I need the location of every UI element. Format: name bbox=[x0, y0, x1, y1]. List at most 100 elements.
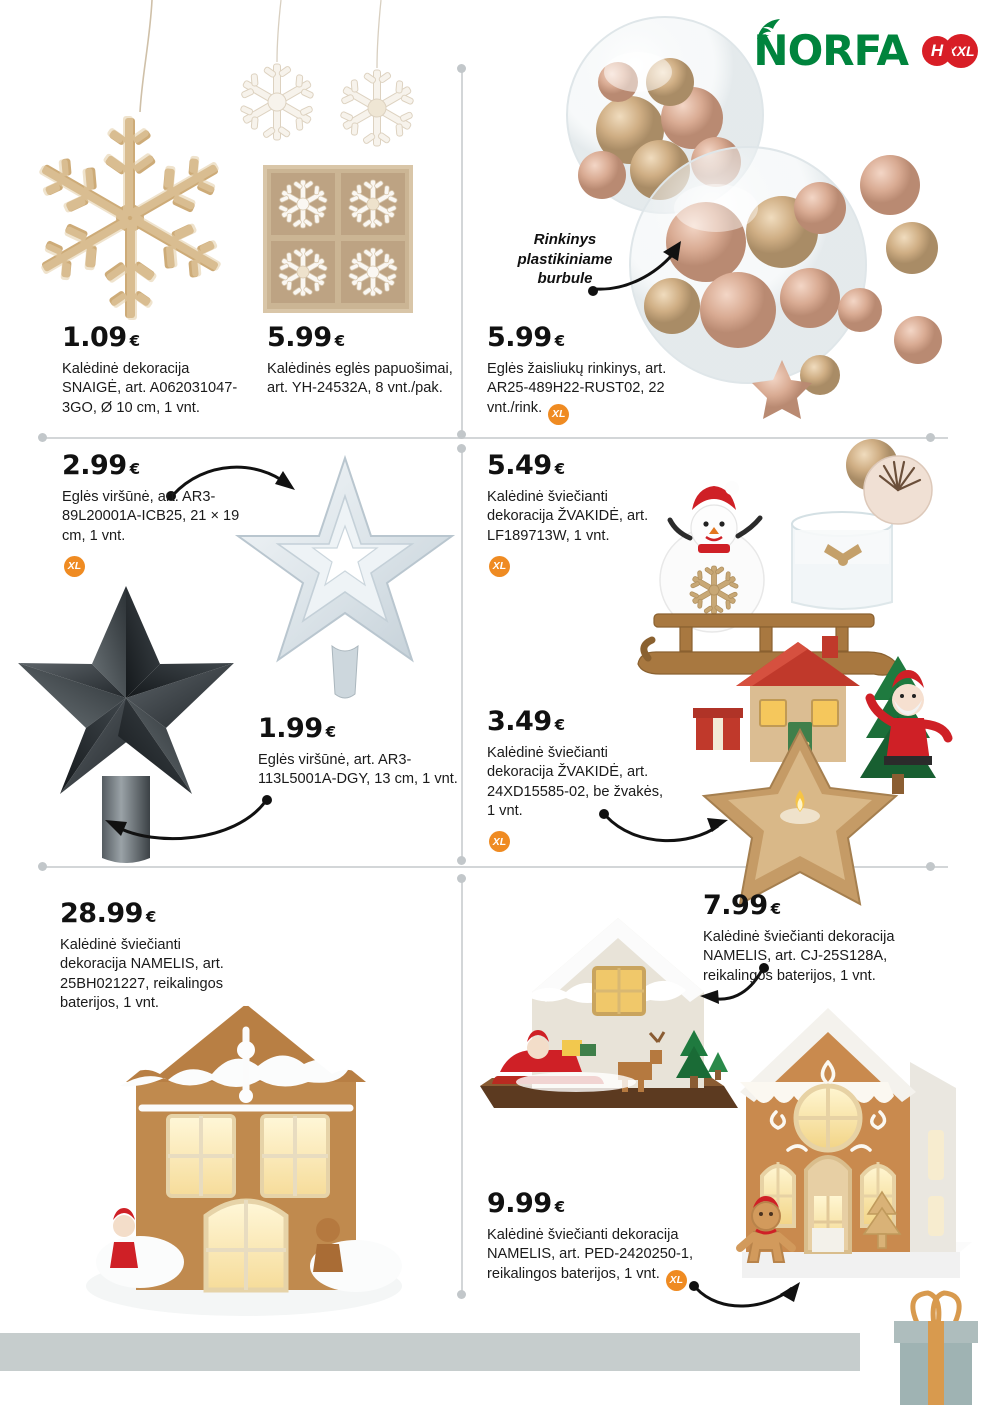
divider-row2 bbox=[42, 866, 948, 868]
product-description: Eglės viršūnė, art. AR3-89L20001A-ICB25,… bbox=[62, 489, 240, 544]
product-description: Kalėdinė šviečianti dekoracija NAMELIS, … bbox=[60, 937, 224, 1012]
product-image-snowflake bbox=[27, 0, 233, 320]
product-image-house-big bbox=[86, 966, 402, 1316]
leaf-icon bbox=[757, 19, 781, 39]
arrow-star-candleholder bbox=[599, 809, 728, 842]
callout-bubble-text: Rinkinys plastikiniame burbule bbox=[517, 231, 613, 287]
product-description: Kalėdinė šviečianti dekoracija NAMELIS, … bbox=[487, 1226, 712, 1292]
price-value: 9.99 bbox=[487, 1188, 552, 1219]
price: 5.49 € bbox=[487, 452, 672, 479]
product-description: Kalėdinės eglės papuošimai, art. YH-2453… bbox=[267, 361, 453, 397]
xl-badge-wrap: XL bbox=[62, 551, 262, 577]
product-image-sled-candleholder bbox=[637, 481, 901, 676]
divider-dot bbox=[457, 874, 466, 883]
xl-badge: XL bbox=[64, 555, 85, 577]
divider-col-row1 bbox=[461, 68, 463, 436]
brand-name: NORFA bbox=[753, 19, 909, 75]
arrow-house-gingerbread bbox=[689, 1281, 800, 1308]
product-description-text: Kalėdinė šviečianti dekoracija NAMELIS, … bbox=[487, 1227, 694, 1282]
callout-arrow-bubble bbox=[588, 241, 681, 296]
product-description-text: Eglės žaisliukų rinkinys, art. AR25-489H… bbox=[487, 361, 667, 416]
currency: € bbox=[554, 460, 565, 478]
arrow-topper-dark bbox=[105, 795, 272, 841]
price: 7.99 € bbox=[703, 892, 953, 919]
divider-row1 bbox=[42, 437, 948, 439]
xl-badge: XL bbox=[489, 555, 510, 577]
divider-dot bbox=[457, 444, 466, 453]
brand-badges: H XXL bbox=[922, 33, 978, 68]
currency: € bbox=[325, 723, 336, 741]
currency: € bbox=[129, 332, 140, 350]
brand-logo: NORFA H XXL bbox=[753, 19, 978, 75]
currency: € bbox=[554, 1198, 565, 1216]
price-value: 1.09 bbox=[62, 322, 127, 353]
price-value: 5.49 bbox=[487, 450, 552, 481]
badge-h: H bbox=[922, 35, 952, 66]
product-info-topper-dark: 1.99 € Eglės viršūnė, art. AR3-113L5001A-… bbox=[258, 715, 468, 790]
price: 2.99 € bbox=[62, 452, 262, 479]
divider-col-row2 bbox=[461, 448, 463, 862]
xl-badge-wrap: XL bbox=[487, 827, 667, 853]
xl-badge-wrap: XL bbox=[487, 551, 672, 577]
xl-badge: XL bbox=[489, 831, 510, 853]
product-info-house-gingerbread: 9.99 € Kalėdinė šviečianti dekoracija NAM… bbox=[487, 1190, 712, 1292]
product-image-topper-dark bbox=[18, 586, 234, 863]
price-value: 7.99 bbox=[703, 890, 768, 921]
price: 3.49 € bbox=[487, 708, 667, 735]
product-info-house-white: 7.99 € Kalėdinė šviečianti dekoracija NAM… bbox=[703, 892, 953, 986]
price: 28.99 € bbox=[60, 900, 245, 927]
arrow-topper-silver bbox=[166, 465, 295, 501]
divider-dot bbox=[457, 64, 466, 73]
divider-col-row3 bbox=[461, 878, 463, 1296]
product-description: Kalėdinė šviečianti dekoracija NAMELIS, … bbox=[703, 929, 895, 984]
divider-dot bbox=[457, 430, 466, 439]
currency: € bbox=[554, 332, 565, 350]
footer-bar-left bbox=[0, 1333, 860, 1371]
price-value: 1.99 bbox=[258, 713, 323, 744]
product-info-bauble-set: 5.99 € Eglės žaisliukų rinkinys, art. AR2… bbox=[487, 324, 697, 426]
price: 1.99 € bbox=[258, 715, 468, 742]
price: 5.99 € bbox=[267, 324, 457, 351]
currency: € bbox=[129, 460, 140, 478]
divider-dot bbox=[926, 433, 935, 442]
currency: € bbox=[554, 716, 565, 734]
divider-dot bbox=[457, 1290, 466, 1299]
currency: € bbox=[770, 900, 781, 918]
price: 1.09 € bbox=[62, 324, 252, 351]
divider-dot bbox=[926, 862, 935, 871]
brand-name-text: NORFA bbox=[753, 26, 909, 75]
product-info-house-big: 28.99 € Kalėdinė šviečianti dekoracija NA… bbox=[60, 900, 245, 1014]
product-info-star-candleholder: 3.49 € Kalėdinė šviečianti dekoracija ŽVA… bbox=[487, 708, 667, 853]
product-image-house-gingerbread bbox=[736, 1008, 972, 1278]
product-description: Eglės viršūnė, art. AR3-113L5001A-DGY, 1… bbox=[258, 752, 458, 788]
price: 9.99 € bbox=[487, 1190, 712, 1217]
price: 5.99 € bbox=[487, 324, 697, 351]
gift-box-decoration bbox=[894, 1290, 978, 1405]
product-image-ornament-box bbox=[263, 165, 413, 313]
product-description: Kalėdinė šviečianti dekoracija ŽVAKIDĖ, … bbox=[487, 745, 664, 820]
page-number: 19 bbox=[862, 1348, 897, 1377]
price-value: 5.99 bbox=[267, 322, 332, 353]
callout-bubble: Rinkinys plastikiniame burbule bbox=[490, 230, 640, 289]
product-image-white-snowflakes bbox=[236, 0, 418, 147]
arrow-house-white bbox=[700, 963, 769, 1004]
divider-dot bbox=[38, 862, 47, 871]
product-description: Kalėdinė šviečianti dekoracija ŽVAKIDĖ, … bbox=[487, 489, 649, 544]
currency: € bbox=[334, 332, 345, 350]
price-value: 5.99 bbox=[487, 322, 552, 353]
price-value: 2.99 bbox=[62, 450, 127, 481]
xl-badge: XL bbox=[665, 1270, 687, 1292]
divider-dot bbox=[38, 433, 47, 442]
product-image-house-white bbox=[480, 918, 738, 1108]
currency: € bbox=[145, 908, 156, 926]
product-info-sled-candleholder: 5.49 € Kalėdinė šviečianti dekoracija ŽVA… bbox=[487, 452, 672, 577]
divider-dot bbox=[457, 856, 466, 865]
product-info-snowflake: 1.09 € Kalėdinė dekoracija SNAIGĖ, art. A… bbox=[62, 324, 252, 418]
product-image-bauble-set bbox=[566, 16, 942, 491]
price-value: 28.99 bbox=[60, 898, 143, 929]
product-info-topper-silver: 2.99 € Eglės viršūnė, art. AR3-89L20001A-… bbox=[62, 452, 262, 577]
product-description: Eglės žaisliukų rinkinys, art. AR25-489H… bbox=[487, 360, 697, 426]
product-image-star-candleholder bbox=[693, 636, 953, 906]
product-info-ornament-box: 5.99 € Kalėdinės eglės papuošimai, art. Y… bbox=[267, 324, 457, 399]
